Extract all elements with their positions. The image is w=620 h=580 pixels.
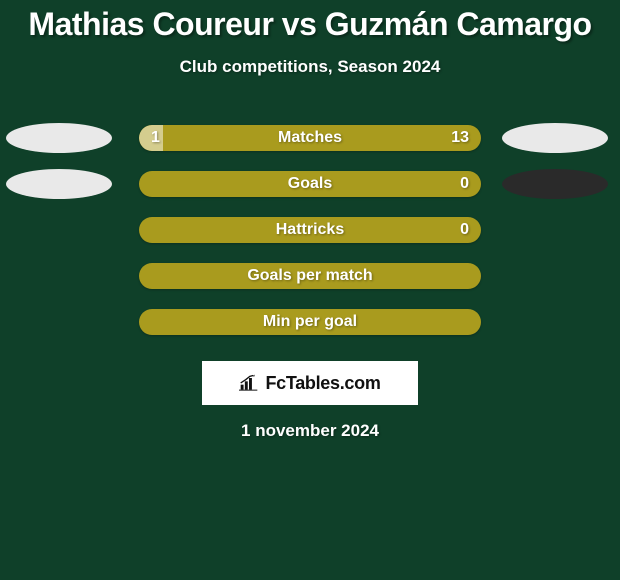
- stat-label: Min per goal: [139, 309, 481, 335]
- stat-row: 0Hattricks: [0, 207, 620, 253]
- stat-right-value: 0: [460, 217, 469, 243]
- date-label: 1 november 2024: [0, 421, 620, 441]
- stat-label: Hattricks: [139, 217, 481, 243]
- page-title: Mathias Coureur vs Guzmán Camargo: [0, 0, 620, 43]
- left-player-oval: [6, 123, 112, 153]
- brand-box: FcTables.com: [202, 361, 418, 405]
- stat-bar: 1 13Matches: [139, 125, 481, 151]
- stat-label: Matches: [139, 125, 481, 151]
- comparison-rows: 113Matches0Goals0HattricksGoals per matc…: [0, 115, 620, 345]
- stat-bar: Goals per match: [139, 263, 481, 289]
- stat-label: Goals: [139, 171, 481, 197]
- stat-bar: Min per goal: [139, 309, 481, 335]
- page-subtitle: Club competitions, Season 2024: [0, 57, 620, 77]
- stat-row: 0Goals: [0, 161, 620, 207]
- stat-right-value: 13: [451, 125, 469, 151]
- right-player-oval: [502, 169, 608, 199]
- right-player-oval: [502, 123, 608, 153]
- stat-row: Goals per match: [0, 253, 620, 299]
- left-player-oval: [6, 169, 112, 199]
- stat-bar: 0Goals: [139, 171, 481, 197]
- stat-bar: 0Hattricks: [139, 217, 481, 243]
- stat-right-value: 0: [460, 171, 469, 197]
- stat-label: Goals per match: [139, 263, 481, 289]
- brand-text: FcTables.com: [265, 373, 380, 394]
- bar-chart-icon: [239, 374, 259, 392]
- stat-row: Min per goal: [0, 299, 620, 345]
- stat-left-value: 1: [151, 125, 160, 151]
- stat-row: 1 13Matches: [0, 115, 620, 161]
